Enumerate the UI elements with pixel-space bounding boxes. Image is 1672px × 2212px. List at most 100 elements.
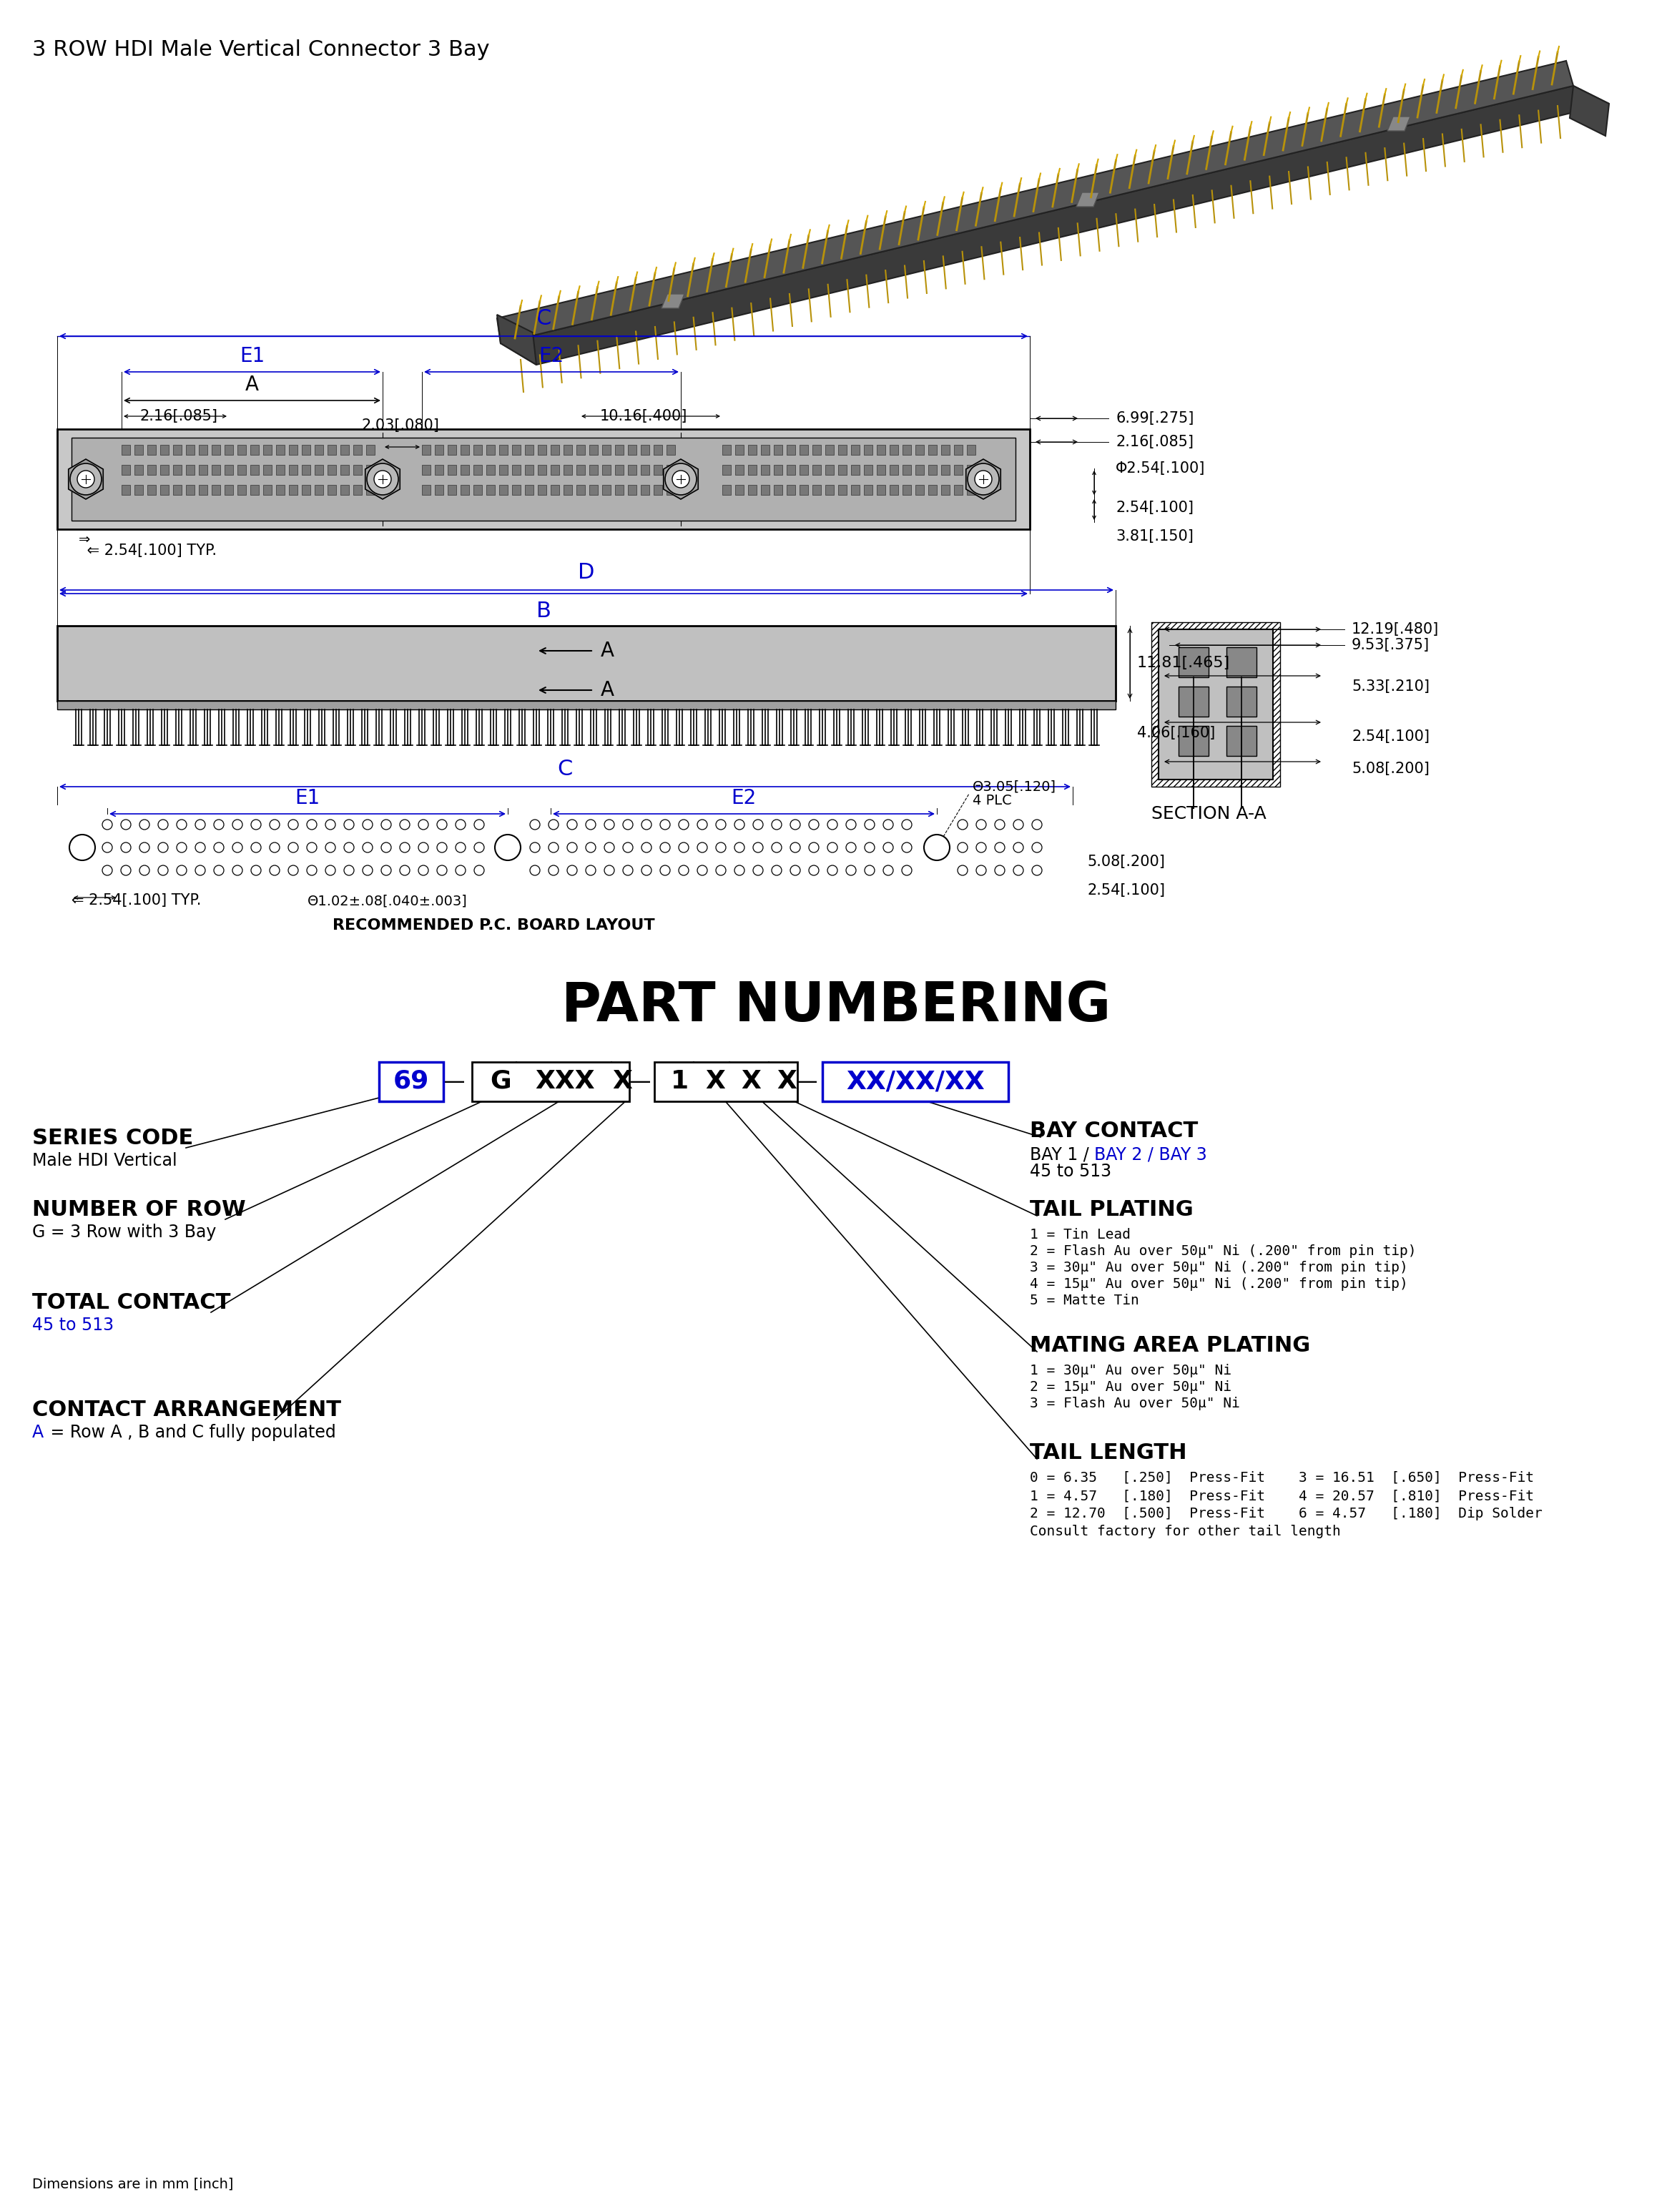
Bar bbox=[786, 445, 796, 456]
Text: 2.16[.085]: 2.16[.085] bbox=[140, 409, 217, 422]
Circle shape bbox=[672, 471, 689, 487]
Text: X: X bbox=[741, 1068, 761, 1093]
Circle shape bbox=[976, 865, 986, 876]
Bar bbox=[366, 445, 375, 456]
Circle shape bbox=[455, 843, 465, 852]
Bar bbox=[941, 445, 950, 456]
Circle shape bbox=[177, 865, 187, 876]
Circle shape bbox=[436, 821, 446, 830]
Bar bbox=[966, 445, 975, 456]
Circle shape bbox=[363, 843, 373, 852]
Circle shape bbox=[530, 865, 540, 876]
Polygon shape bbox=[497, 60, 1573, 343]
Text: 0 = 6.35   [.250]  Press-Fit    3 = 16.51  [.650]  Press-Fit: 0 = 6.35 [.250] Press-Fit 3 = 16.51 [.65… bbox=[1030, 1471, 1533, 1484]
Circle shape bbox=[772, 843, 781, 852]
Bar bbox=[341, 484, 349, 495]
Bar bbox=[761, 484, 769, 495]
Circle shape bbox=[697, 843, 707, 852]
Text: 10.16[.400]: 10.16[.400] bbox=[600, 409, 687, 422]
Text: A: A bbox=[600, 641, 614, 661]
Bar bbox=[174, 465, 182, 476]
Bar bbox=[199, 484, 207, 495]
Bar bbox=[301, 484, 311, 495]
Bar bbox=[512, 465, 520, 476]
Circle shape bbox=[288, 865, 298, 876]
Circle shape bbox=[232, 843, 242, 852]
Circle shape bbox=[251, 843, 261, 852]
Text: 5 = Matte Tin: 5 = Matte Tin bbox=[1030, 1294, 1139, 1307]
Text: 11.81[.465]: 11.81[.465] bbox=[1137, 657, 1231, 670]
Circle shape bbox=[604, 865, 614, 876]
Circle shape bbox=[177, 821, 187, 830]
Bar bbox=[186, 445, 194, 456]
Bar bbox=[289, 445, 298, 456]
Bar bbox=[838, 445, 846, 456]
Circle shape bbox=[901, 821, 911, 830]
Bar bbox=[525, 484, 533, 495]
Circle shape bbox=[159, 821, 169, 830]
Text: BAY 2 / BAY 3: BAY 2 / BAY 3 bbox=[1093, 1146, 1207, 1164]
Circle shape bbox=[381, 865, 391, 876]
Circle shape bbox=[791, 821, 801, 830]
Bar bbox=[435, 484, 443, 495]
Circle shape bbox=[585, 821, 595, 830]
Circle shape bbox=[400, 865, 410, 876]
Text: X: X bbox=[706, 1068, 726, 1093]
Circle shape bbox=[232, 865, 242, 876]
Bar bbox=[813, 465, 821, 476]
Bar bbox=[512, 445, 520, 456]
Bar bbox=[1159, 630, 1272, 779]
Text: 2.54[.100]: 2.54[.100] bbox=[1351, 730, 1430, 743]
Text: 3 = Flash Au over 50μ" Ni: 3 = Flash Au over 50μ" Ni bbox=[1030, 1396, 1241, 1411]
Circle shape bbox=[791, 865, 801, 876]
Circle shape bbox=[548, 843, 558, 852]
Circle shape bbox=[475, 843, 485, 852]
Circle shape bbox=[306, 865, 316, 876]
Bar bbox=[640, 465, 649, 476]
Circle shape bbox=[883, 843, 893, 852]
Circle shape bbox=[455, 821, 465, 830]
Bar bbox=[903, 484, 911, 495]
Bar bbox=[928, 465, 936, 476]
Polygon shape bbox=[664, 460, 699, 500]
Circle shape bbox=[679, 843, 689, 852]
Circle shape bbox=[772, 821, 781, 830]
Bar bbox=[538, 465, 547, 476]
Circle shape bbox=[196, 865, 206, 876]
Text: 3 ROW HDI Male Vertical Connector 3 Bay: 3 ROW HDI Male Vertical Connector 3 Bay bbox=[32, 40, 490, 60]
Circle shape bbox=[288, 821, 298, 830]
Circle shape bbox=[734, 821, 744, 830]
Bar bbox=[550, 484, 558, 495]
Bar bbox=[577, 465, 585, 476]
Text: 4.06[.160]: 4.06[.160] bbox=[1137, 726, 1216, 741]
Bar bbox=[563, 445, 572, 456]
Text: B: B bbox=[537, 602, 552, 622]
Text: ⇐ 2.54[.100] TYP.: ⇐ 2.54[.100] TYP. bbox=[82, 544, 217, 557]
Circle shape bbox=[102, 821, 112, 830]
Bar bbox=[826, 465, 834, 476]
Circle shape bbox=[809, 821, 819, 830]
Circle shape bbox=[269, 843, 279, 852]
Text: Male HDI Vertical: Male HDI Vertical bbox=[32, 1152, 177, 1170]
Bar bbox=[328, 484, 336, 495]
Bar bbox=[237, 465, 246, 476]
Circle shape bbox=[418, 843, 428, 852]
Circle shape bbox=[679, 865, 689, 876]
Bar bbox=[224, 484, 232, 495]
Bar bbox=[928, 484, 936, 495]
Bar bbox=[966, 465, 975, 476]
Text: A: A bbox=[246, 374, 259, 394]
Polygon shape bbox=[662, 294, 684, 307]
Circle shape bbox=[269, 821, 279, 830]
Text: 6.99[.275]: 6.99[.275] bbox=[1115, 411, 1194, 425]
Circle shape bbox=[716, 843, 726, 852]
Circle shape bbox=[660, 843, 670, 852]
Bar bbox=[667, 484, 675, 495]
Bar bbox=[799, 484, 808, 495]
Circle shape bbox=[530, 821, 540, 830]
Text: 3.81[.150]: 3.81[.150] bbox=[1115, 529, 1194, 544]
Bar bbox=[654, 445, 662, 456]
Bar bbox=[122, 465, 130, 476]
Circle shape bbox=[752, 865, 762, 876]
Circle shape bbox=[809, 865, 819, 876]
